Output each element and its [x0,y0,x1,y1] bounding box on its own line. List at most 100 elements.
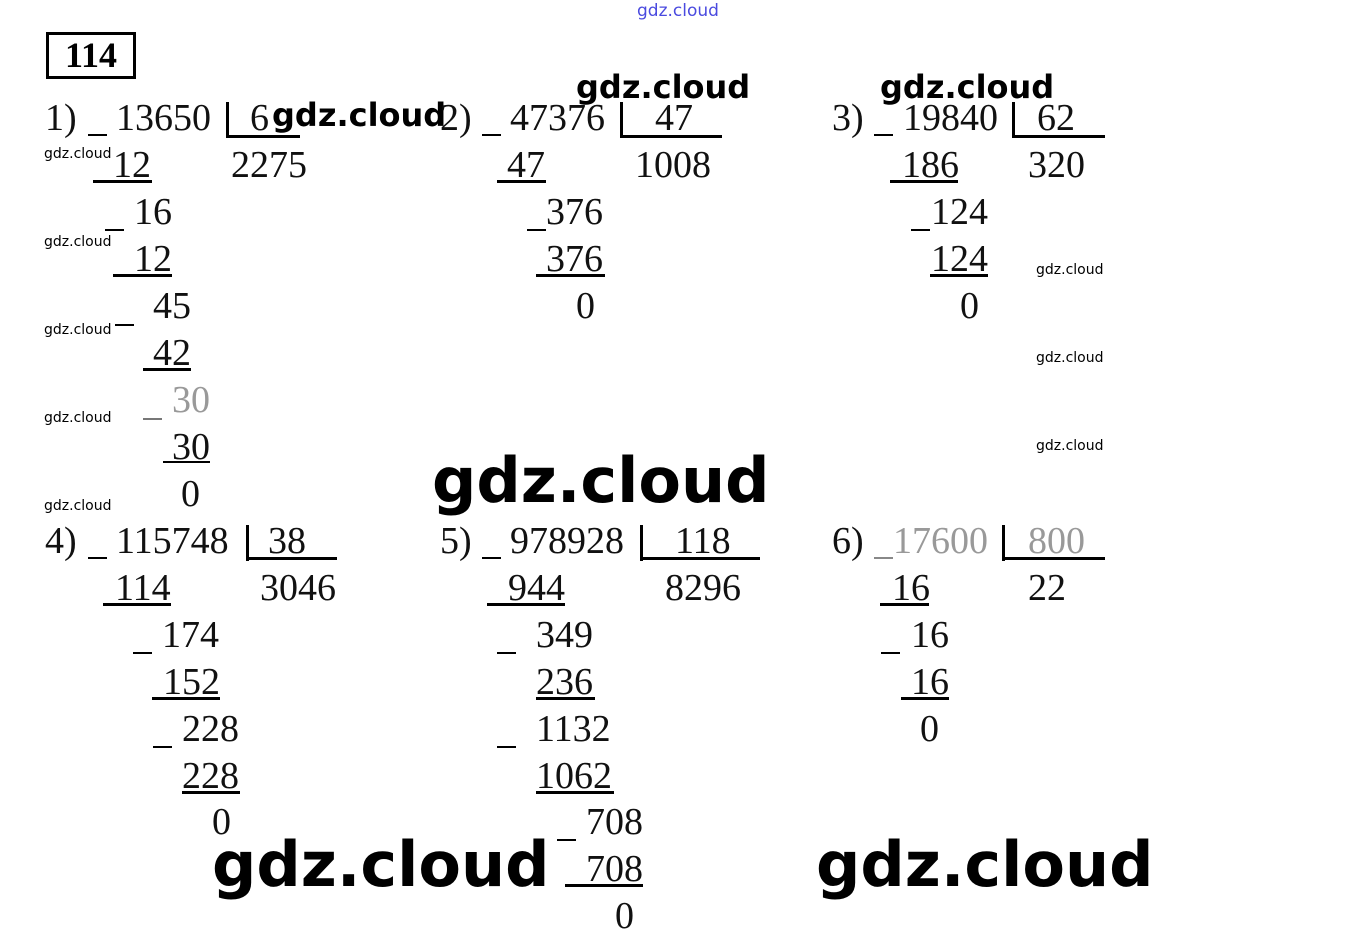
watermark: gdz.cloud [880,68,1055,106]
watermark: gdz.cloud [44,322,112,338]
minus-sign [874,557,893,559]
step: 16 [134,191,172,233]
underline [620,135,722,138]
exercise-number: 114 [46,32,136,79]
underline [246,557,337,560]
divisor: 62 [1037,97,1075,139]
step: 236 [536,661,593,703]
divisor: 6 [250,97,269,139]
quotient: 2275 [231,144,307,186]
watermark: gdz.cloud [44,498,112,514]
step: 0 [615,895,634,937]
underline [152,697,220,700]
minus-sign [88,134,107,136]
watermark: gdz.cloud [1036,438,1104,454]
divisor: 47 [655,97,693,139]
step: 0 [576,285,595,327]
underline [890,180,958,183]
underline [497,180,546,183]
minus-sign [115,324,134,326]
minus-sign [143,418,162,420]
step: 16 [911,661,949,703]
division-bar [246,525,249,561]
underline [565,884,643,887]
step: 16 [892,567,930,609]
underline [901,697,949,700]
division-bar [1012,102,1015,138]
watermark: gdz.cloud [637,1,719,21]
dividend: 17600 [893,520,988,562]
underline [880,603,929,606]
step: 152 [163,661,220,703]
minus-sign [482,557,501,559]
watermark: gdz.cloud [432,444,770,517]
step: 12 [113,144,151,186]
underline [640,557,760,560]
problem-label: 5) [440,520,472,562]
minus-sign [874,134,893,136]
step: 114 [115,567,171,609]
underline [536,791,614,794]
underline [93,180,152,183]
minus-sign [881,652,900,654]
underline [143,368,191,371]
step: 174 [162,614,219,656]
watermark: gdz.cloud [816,828,1154,901]
underline [163,461,210,463]
minus-sign [88,557,107,559]
watermark: gdz.cloud [44,146,112,162]
step: 228 [182,755,239,797]
problem-label: 6) [832,520,864,562]
step: 1062 [536,755,612,797]
step: 0 [181,473,200,515]
minus-sign [557,839,576,841]
step: 30 [172,379,210,421]
step: 376 [546,191,603,233]
dividend: 115748 [116,520,229,562]
step: 349 [536,614,593,656]
problem-label: 2) [440,97,472,139]
underline [113,274,172,277]
step: 0 [960,285,979,327]
minus-sign [497,746,516,748]
division-bar [1002,525,1005,561]
step: 708 [586,848,643,890]
divisor: 38 [268,520,306,562]
watermark: gdz.cloud [212,828,550,901]
watermark: gdz.cloud [576,68,751,106]
step: 0 [920,708,939,750]
watermark: gdz.cloud [272,96,447,134]
step: 16 [911,614,949,656]
step: 1132 [536,708,611,750]
step: 124 [931,238,988,280]
step: 124 [931,191,988,233]
dividend: 13650 [116,97,211,139]
watermark: gdz.cloud [1036,262,1104,278]
step: 228 [182,708,239,750]
problem-label: 4) [45,520,77,562]
underline [487,603,565,606]
step: 45 [153,285,191,327]
underline [1002,557,1105,560]
step: 47 [507,144,545,186]
minus-sign [527,229,546,231]
underline [1012,135,1105,138]
minus-sign [153,746,172,748]
quotient: 8296 [665,567,741,609]
quotient: 3046 [260,567,336,609]
division-bar [640,525,643,561]
divisor: 118 [675,520,731,562]
underline [536,697,595,700]
step: 42 [153,332,191,374]
watermark: gdz.cloud [44,410,112,426]
step: 12 [134,238,172,280]
dividend: 978928 [510,520,624,562]
problem-label: 3) [832,97,864,139]
underline [226,135,300,138]
quotient: 1008 [635,144,711,186]
underline [103,603,171,606]
step: 0 [212,801,231,843]
dividend: 47376 [510,97,605,139]
underline [536,274,605,277]
minus-sign [482,134,501,136]
